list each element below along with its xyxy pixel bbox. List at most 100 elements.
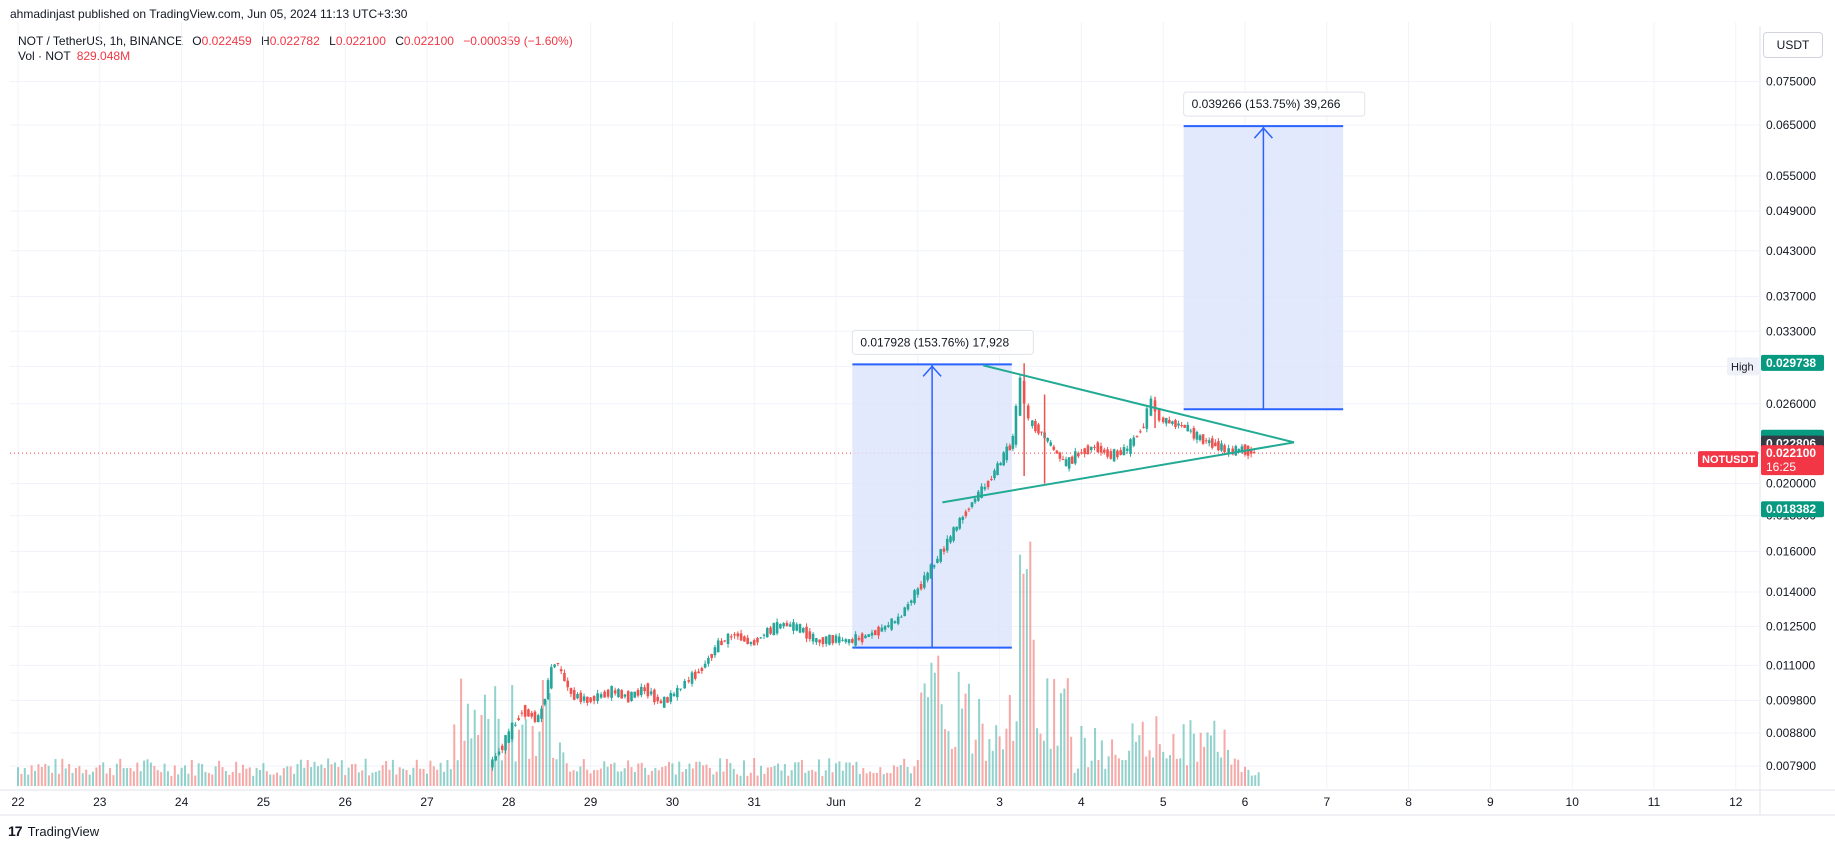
candle-body: [510, 722, 514, 740]
volume-bar: [1254, 775, 1257, 786]
candle-body: [626, 691, 630, 703]
volume-bar: [412, 767, 415, 786]
y-tick-label: 0.011000: [1766, 658, 1815, 672]
volume-bar: [286, 766, 289, 786]
volume-bar: [862, 768, 865, 786]
volume-bar: [548, 693, 551, 786]
candle-body: [808, 631, 812, 640]
candle-body: [916, 588, 920, 595]
volume-bar: [558, 742, 561, 786]
volume-bar: [1244, 766, 1246, 786]
volume-bar: [54, 759, 57, 786]
x-tick-label: 27: [420, 795, 434, 809]
volume-bar: [1220, 757, 1223, 786]
volume-bar: [889, 773, 892, 786]
volume-bar: [569, 771, 572, 786]
candle-body: [785, 622, 789, 627]
volume-bar: [1029, 541, 1032, 786]
y-tick-label: 0.075000: [1766, 75, 1816, 89]
volume-bar: [313, 761, 316, 786]
volume-bar: [708, 767, 711, 786]
volume-bar: [395, 774, 398, 786]
volume-bar: [1206, 732, 1209, 786]
volume-bar: [201, 764, 204, 786]
volume-bar: [971, 753, 974, 786]
currency-button[interactable]: USDT: [1763, 32, 1823, 58]
volume-bar: [593, 770, 596, 786]
volume-label[interactable]: Vol · NOT: [18, 49, 71, 63]
candle-body: [1132, 437, 1136, 446]
volume-bar: [1012, 740, 1015, 786]
volume-bar: [1063, 688, 1066, 786]
volume-bar: [1203, 746, 1206, 786]
volume-bar: [68, 763, 71, 786]
volume-bar: [1117, 758, 1120, 786]
volume-bar: [879, 767, 882, 786]
candle-body: [880, 627, 884, 632]
volume-bar: [180, 767, 183, 786]
volume-bar: [1005, 728, 1008, 786]
volume-bar: [712, 774, 715, 786]
volume-bar: [231, 771, 234, 786]
volume-bar: [1019, 554, 1022, 786]
measure-1-label-box: [851, 329, 1034, 355]
volume-bar: [589, 773, 592, 786]
volume-bar: [173, 765, 176, 786]
candle-body: [543, 698, 547, 705]
volume-row: Vol · NOT 829.048M: [18, 49, 573, 64]
candle-body: [828, 634, 831, 645]
candle-body: [579, 692, 583, 703]
x-tick-label: 25: [257, 795, 271, 809]
volume-bar: [126, 768, 129, 786]
volume-bar: [81, 773, 84, 786]
candle-body: [720, 640, 723, 646]
volume-bar: [228, 774, 231, 786]
volume-bar: [30, 765, 33, 786]
candle-body: [586, 696, 589, 703]
candle-body: [887, 625, 890, 627]
volume-bar: [44, 763, 47, 786]
volume-bar: [1250, 775, 1253, 786]
candle-body: [967, 508, 971, 510]
volume-bar: [381, 765, 384, 786]
candle-body: [697, 671, 700, 674]
volume-bar: [241, 764, 244, 786]
symbol-title[interactable]: NOT / TetherUS, 1h, BINANCE: [18, 34, 183, 48]
volume-bar: [333, 762, 336, 786]
volume-bar: [545, 700, 548, 786]
triangle-upper-line: [982, 364, 1295, 444]
volume-bar: [852, 765, 855, 786]
volume-bar: [327, 758, 330, 786]
volume-bar: [777, 763, 780, 786]
volume-bar: [1162, 751, 1165, 786]
volume-bar: [698, 761, 701, 786]
volume-bar: [579, 766, 582, 786]
candle-body: [999, 463, 1002, 466]
volume-bar: [446, 760, 449, 786]
price-label-bg: [1761, 445, 1824, 476]
candle-body: [707, 657, 710, 664]
volume-bar: [841, 770, 844, 786]
volume-bar: [102, 762, 105, 786]
volume-bar: [1158, 744, 1161, 786]
candle-body: [494, 756, 498, 761]
volume-bar: [947, 731, 950, 786]
candle-body: [936, 558, 939, 564]
candle-body: [1171, 421, 1174, 424]
price-label: 0.029738: [1766, 356, 1816, 370]
volume-bar: [323, 768, 326, 786]
volume-bar: [940, 704, 943, 786]
volume-bar: [787, 775, 790, 786]
price-label-bg: [1761, 354, 1824, 371]
volume-bar: [790, 770, 793, 786]
volume-bar: [500, 760, 503, 786]
candle-body: [1217, 441, 1220, 451]
candle-body: [676, 687, 679, 698]
volume-bar: [1076, 768, 1079, 786]
volume-bar: [361, 770, 364, 786]
candle-body: [1011, 435, 1015, 449]
candle-body: [870, 632, 874, 636]
volume-bar: [405, 770, 408, 786]
volume-bar: [988, 739, 991, 786]
